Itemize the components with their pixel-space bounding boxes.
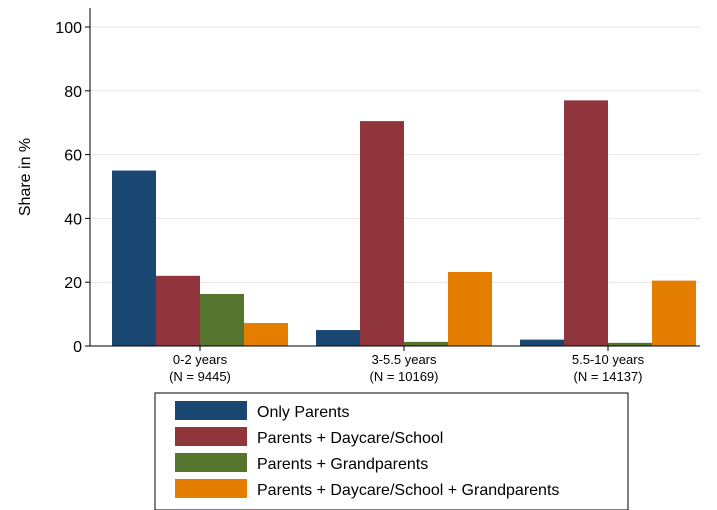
y-tick-label: 80	[64, 84, 82, 101]
y-tick-label: 20	[64, 275, 82, 292]
bar	[404, 341, 448, 346]
bar	[316, 330, 360, 346]
axes	[89, 8, 700, 347]
bar	[200, 294, 244, 346]
legend-label: Parents + Grandparents	[257, 456, 428, 473]
x-tick-sublabel: (N = 10169)	[369, 369, 438, 384]
bar	[652, 280, 696, 346]
bars	[112, 100, 696, 347]
y-axis-title: Share in %	[17, 138, 34, 216]
bar	[520, 339, 564, 346]
y-tick-label: 0	[73, 339, 82, 356]
legend-label: Parents + Daycare/School + Grandparents	[257, 482, 559, 499]
bar	[448, 271, 492, 346]
legend-label: Only Parents	[257, 404, 349, 421]
bar	[156, 275, 200, 346]
bar	[244, 323, 288, 346]
legend: Only Parents Parents + Daycare/School Pare…	[154, 392, 629, 510]
y-tick-label: 100	[55, 20, 82, 37]
legend-label: Parents + Daycare/School	[257, 430, 443, 447]
legend-swatch	[175, 479, 247, 498]
legend-swatch	[175, 401, 247, 420]
legend-swatch	[175, 427, 247, 446]
labels: 0 20 40 60 80 100 0-2 years (N = 9445) 3-5.5 yea…	[55, 20, 644, 384]
x-tick-label: 0-2 years	[173, 352, 228, 367]
x-tick-sublabel: (N = 9445)	[169, 369, 231, 384]
x-tick-label: 5.5-10 years	[572, 352, 645, 367]
bar	[608, 342, 652, 346]
legend-swatch	[175, 453, 247, 472]
y-tick-label: 60	[64, 148, 82, 165]
y-tick-label: 40	[64, 211, 82, 228]
bar	[564, 100, 608, 347]
bar	[112, 170, 156, 346]
x-tick-sublabel: (N = 14137)	[573, 369, 642, 384]
bar	[360, 121, 404, 346]
x-tick-label: 3-5.5 years	[371, 352, 437, 367]
